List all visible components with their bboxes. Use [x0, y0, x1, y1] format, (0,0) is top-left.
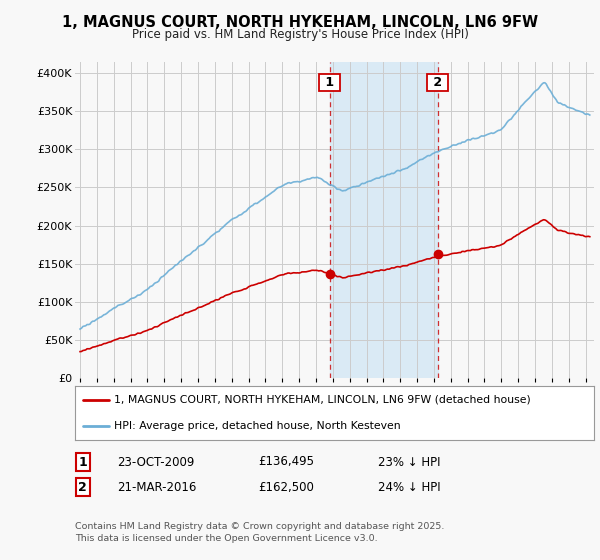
- Text: 21-MAR-2016: 21-MAR-2016: [117, 480, 196, 494]
- Text: 2: 2: [79, 480, 87, 494]
- Text: 24% ↓ HPI: 24% ↓ HPI: [378, 480, 440, 494]
- Text: £136,495: £136,495: [258, 455, 314, 469]
- Text: 1, MAGNUS COURT, NORTH HYKEHAM, LINCOLN, LN6 9FW: 1, MAGNUS COURT, NORTH HYKEHAM, LINCOLN,…: [62, 15, 538, 30]
- Text: Contains HM Land Registry data © Crown copyright and database right 2025.
This d: Contains HM Land Registry data © Crown c…: [75, 522, 445, 543]
- Text: 2: 2: [429, 76, 446, 89]
- Text: £162,500: £162,500: [258, 480, 314, 494]
- Text: 1, MAGNUS COURT, NORTH HYKEHAM, LINCOLN, LN6 9FW (detached house): 1, MAGNUS COURT, NORTH HYKEHAM, LINCOLN,…: [114, 395, 530, 405]
- Text: 1: 1: [321, 76, 338, 89]
- Text: 23-OCT-2009: 23-OCT-2009: [117, 455, 194, 469]
- Bar: [329, 62, 437, 378]
- Text: 23% ↓ HPI: 23% ↓ HPI: [378, 455, 440, 469]
- Text: HPI: Average price, detached house, North Kesteven: HPI: Average price, detached house, Nort…: [114, 421, 401, 431]
- Text: 1: 1: [79, 455, 87, 469]
- Text: Price paid vs. HM Land Registry's House Price Index (HPI): Price paid vs. HM Land Registry's House …: [131, 28, 469, 41]
